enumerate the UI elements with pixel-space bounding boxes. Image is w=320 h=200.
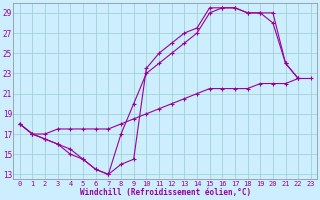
X-axis label: Windchill (Refroidissement éolien,°C): Windchill (Refroidissement éolien,°C) <box>80 188 251 197</box>
